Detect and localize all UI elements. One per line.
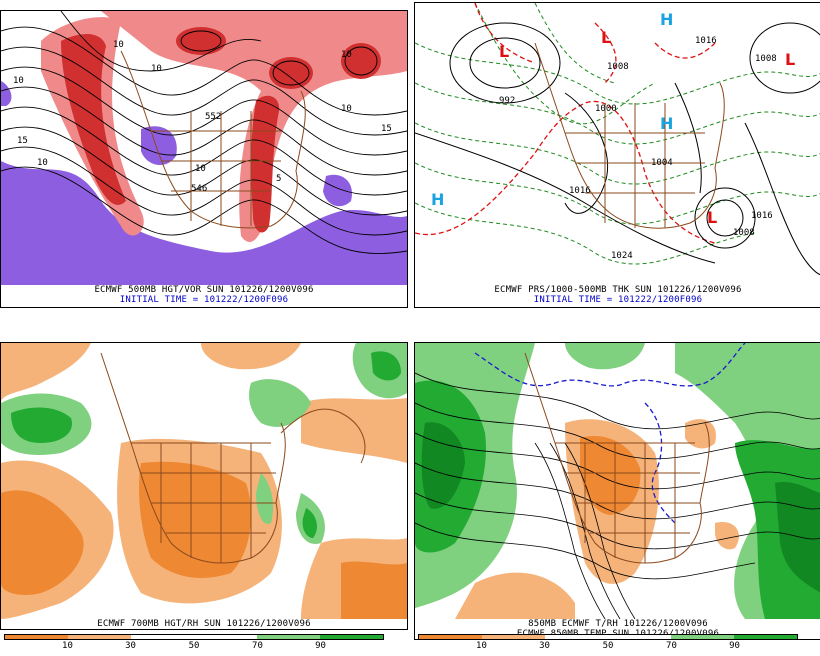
freezing-thickness-line	[415, 3, 716, 244]
svg-text:10: 10	[113, 40, 124, 50]
colorbar-tick: 70	[252, 641, 263, 651]
height-contours	[1, 11, 407, 254]
colorbar-tick: 90	[315, 641, 326, 651]
temperature-contours	[415, 372, 820, 619]
svg-text:1016: 1016	[751, 211, 773, 221]
panel-500mb-hgt-vor: 10 10 15 10 10 552 10 15 5 10 546 10 ECM…	[0, 10, 408, 308]
svg-text:992: 992	[499, 96, 515, 106]
svg-text:1004: 1004	[651, 158, 673, 168]
colorbar-tick: 50	[602, 641, 614, 651]
vorticity-max	[341, 43, 381, 79]
panel-850mb-temp-rh: 850MB ECMWF T/RH 101226/1200V096 ECMWF 8…	[414, 342, 820, 640]
low-pressure-icon: L	[499, 42, 509, 61]
svg-text:1008: 1008	[607, 62, 629, 72]
vorticity-streak-east-core	[251, 95, 280, 233]
svg-text:10: 10	[195, 164, 206, 174]
vorticity-max	[176, 27, 226, 55]
low-pressure-icon: L	[785, 50, 795, 69]
pressure-centers: H H H L L L L	[431, 10, 795, 227]
colorbar-tick: 10	[476, 641, 487, 651]
svg-text:1016: 1016	[569, 186, 591, 196]
svg-text:1024: 1024	[611, 251, 633, 261]
vorticity-max	[269, 57, 313, 89]
panel-pressure-thickness: 992 1000 1008 1016 1004 1008 1016 1008 1…	[414, 2, 820, 308]
svg-text:5: 5	[276, 174, 281, 184]
low-pressure-icon: L	[601, 28, 611, 47]
svg-text:546: 546	[191, 184, 207, 194]
caption-prs-thk-init-time: INITIAL TIME = 101222/1200F096	[533, 295, 703, 305]
svg-text:552: 552	[205, 112, 221, 122]
high-pressure-icon: H	[660, 114, 673, 133]
colorbar-bar	[4, 634, 384, 640]
high-pressure-icon: H	[431, 190, 444, 209]
svg-text:10: 10	[13, 76, 24, 86]
colorbar-tick: 50	[188, 641, 200, 651]
colorbar-tick: 30	[125, 641, 136, 651]
contour-labels: 10 10 15 10 10 552 10 15 5 10 546 10	[13, 40, 392, 194]
isobar-labels: 992 1000 1008 1016 1004 1008 1016 1008 1…	[499, 36, 777, 261]
colorbar-700mb-rh: 10 30 50 70 90	[4, 632, 384, 654]
caption-500mb-init-time: INITIAL TIME = 101222/1200F096	[119, 295, 289, 305]
colorbar-ticks: 10 30 50 70 90	[4, 641, 384, 653]
svg-text:10: 10	[341, 50, 352, 60]
svg-text:10: 10	[151, 64, 162, 74]
caption-700mb-title: ECMWF 700MB HGT/RH SUN 101226/1200V096	[97, 619, 311, 629]
caption-500mb-title: ECMWF 500MB HGT/VOR SUN 101226/1200V096	[94, 285, 314, 295]
map-850mb-temp-rh	[415, 343, 820, 619]
vorticity-streak-west-core	[61, 34, 126, 205]
colorbar-tick: 10	[62, 641, 73, 651]
rh-moist-regions	[1, 343, 407, 544]
coastlines	[100, 352, 366, 564]
caption-prs-thk-title: ECMWF PRS/1000-500MB THK SUN 101226/1200…	[494, 285, 742, 295]
rh-moist-regions	[415, 343, 820, 619]
isobars	[415, 22, 820, 276]
map-pressure-thickness: 992 1000 1008 1016 1004 1008 1016 1008 1…	[415, 3, 820, 285]
colorbar-bar	[418, 634, 798, 640]
svg-text:1008: 1008	[733, 228, 755, 238]
coastlines	[120, 50, 306, 229]
colorbar-ticks: 10 30 50 70 90	[418, 641, 798, 653]
high-pressure-icon: H	[660, 10, 673, 29]
svg-text:15: 15	[17, 136, 28, 146]
colorbar-tick: 30	[539, 641, 550, 651]
colorbar-850mb-rh: 10 30 50 70 90	[418, 632, 798, 654]
colorbar-tick: 90	[729, 641, 740, 651]
neg-vorticity-patch	[1, 81, 12, 106]
svg-text:1016: 1016	[695, 36, 717, 46]
svg-text:10: 10	[37, 158, 48, 168]
background	[415, 3, 820, 285]
neg-vorticity-patch	[323, 174, 352, 207]
neg-vorticity-region	[1, 161, 407, 285]
coastlines	[524, 352, 710, 564]
low-pressure-icon: L	[707, 208, 717, 227]
coastlines	[534, 42, 725, 229]
rh-dry-regions	[455, 419, 739, 619]
map-700mb-rh	[1, 343, 407, 619]
svg-text:1000: 1000	[595, 104, 617, 114]
panel-700mb-hgt-rh: ECMWF 700MB HGT/RH SUN 101226/1200V096	[0, 342, 408, 630]
rh-dry-regions	[1, 343, 407, 619]
svg-text:1008: 1008	[755, 54, 777, 64]
colorbar-tick: 70	[666, 641, 677, 651]
caption-850mb-title: 850MB ECMWF T/RH 101226/1200V096	[528, 619, 708, 629]
map-500mb-vorticity: 10 10 15 10 10 552 10 15 5 10 546 10	[1, 11, 407, 285]
svg-text:15: 15	[381, 124, 392, 134]
svg-text:10: 10	[341, 104, 352, 114]
